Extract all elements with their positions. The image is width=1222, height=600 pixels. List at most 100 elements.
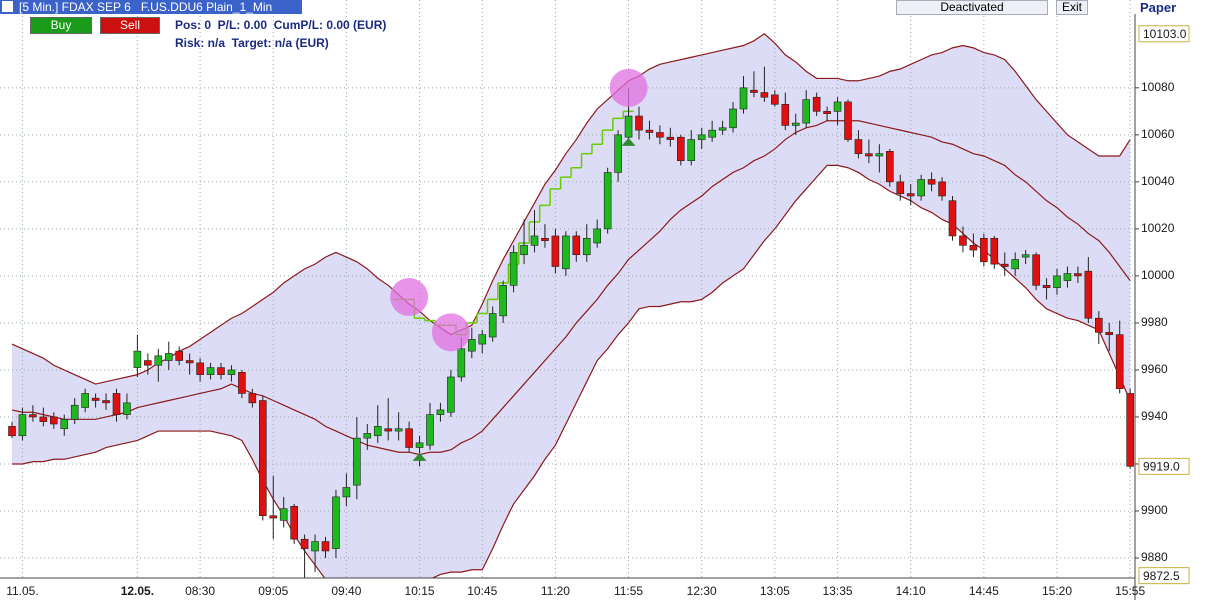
x-tick-label: 14:10 xyxy=(896,584,926,598)
candle-body xyxy=(676,136,685,162)
candle-body xyxy=(363,433,372,439)
candle-body xyxy=(1053,275,1061,288)
price-label: 10103.0 xyxy=(1143,27,1187,41)
plot xyxy=(0,0,1135,578)
candle-body xyxy=(144,360,152,366)
candle-body xyxy=(102,400,110,404)
candle-body xyxy=(938,181,946,197)
candle-body xyxy=(875,153,884,157)
candle-body xyxy=(91,397,100,401)
position: Pos: 0 P/L: 0.00 CumP/L: 0.00 (EUR) xyxy=(175,18,387,32)
candle-body xyxy=(457,348,466,378)
candle-body xyxy=(582,237,591,256)
candle-body xyxy=(927,179,936,185)
candle-body xyxy=(18,414,27,437)
x-tick-label: 15:20 xyxy=(1042,584,1072,598)
candle-body xyxy=(718,127,727,131)
candle-body xyxy=(49,416,58,425)
x-tick-label: 15:55 xyxy=(1115,584,1145,598)
candle-body xyxy=(1032,254,1040,286)
candle-body xyxy=(81,393,89,408)
candle-body xyxy=(1063,273,1072,281)
candle-body xyxy=(154,355,163,366)
candle-body xyxy=(1115,334,1124,390)
candle-body xyxy=(823,111,831,114)
account: Paper xyxy=(1140,0,1177,15)
candle-body xyxy=(1095,317,1103,333)
x-tick-label: 08:30 xyxy=(185,584,215,598)
candle-body xyxy=(833,101,842,112)
signal-marker xyxy=(431,313,470,352)
candle-body xyxy=(447,376,455,413)
candle-body xyxy=(614,134,622,173)
candle-body xyxy=(980,237,988,263)
candle-body xyxy=(499,285,507,317)
candle-body xyxy=(175,350,183,361)
exit-button[interactable]: Exit xyxy=(1056,0,1088,15)
status-button[interactable]: Deactivated xyxy=(896,0,1048,15)
candle-body xyxy=(562,235,570,270)
y-tick-label: 9880 xyxy=(1141,550,1168,564)
candle-body xyxy=(854,139,863,154)
y-tick-label: 9900 xyxy=(1141,503,1168,517)
candle-body xyxy=(8,426,16,437)
candle-body xyxy=(1084,270,1093,319)
candle-body xyxy=(750,89,758,93)
candle-body xyxy=(739,87,748,110)
y-tick-label: 10080 xyxy=(1141,80,1175,94)
signal-marker xyxy=(609,68,648,107)
candle-body xyxy=(802,99,811,124)
candle-body xyxy=(551,235,560,267)
candle-body xyxy=(258,400,267,516)
candle-body xyxy=(29,414,37,418)
candle-body xyxy=(865,153,873,157)
candle-body xyxy=(426,414,434,446)
candle-body xyxy=(248,393,257,404)
y-tick-label: 9940 xyxy=(1141,409,1168,423)
x-tick-label: 14:45 xyxy=(969,584,999,598)
signal-marker xyxy=(390,278,429,317)
axis-panel xyxy=(1135,0,1222,600)
price-label: 9919.0 xyxy=(1143,460,1180,474)
candle-body xyxy=(196,362,204,375)
title-bar: [5 Min.] FDAX SEP 6 F.US.DDU6 Plain_1_Mi… xyxy=(0,0,302,14)
candle-body xyxy=(1000,263,1009,267)
x-tick-label: 10:45 xyxy=(467,584,497,598)
candle-body xyxy=(436,409,445,415)
x-tick-label: 11.05. xyxy=(6,584,38,598)
buy-button[interactable]: Buy xyxy=(30,17,92,34)
band-upper xyxy=(11,32,1131,385)
candle-body xyxy=(572,235,581,256)
candle-body xyxy=(394,428,403,432)
x-tick-label: 09:40 xyxy=(331,584,361,598)
candle-body xyxy=(1126,393,1134,467)
candle-body xyxy=(1011,259,1020,270)
candle-body xyxy=(760,92,769,98)
candle-body xyxy=(311,541,319,552)
candle-body xyxy=(60,419,69,430)
candle-body xyxy=(666,136,675,140)
candle-body xyxy=(238,371,246,394)
candle-body xyxy=(885,151,894,183)
entry-marker xyxy=(412,452,427,461)
x-tick-label: 13:35 xyxy=(823,584,853,598)
candle-body xyxy=(405,428,413,448)
candle-body xyxy=(624,115,633,138)
candle-body xyxy=(896,181,905,194)
candle-body xyxy=(781,103,790,126)
y-tick-label: 9980 xyxy=(1141,315,1168,329)
candle-body xyxy=(844,101,852,140)
candle-body xyxy=(39,416,48,422)
candle-body xyxy=(342,487,351,498)
band-middle xyxy=(11,120,1131,456)
x-tick-label: 13:05 xyxy=(760,584,790,598)
candle-body xyxy=(415,442,424,448)
sell-button[interactable]: Sell xyxy=(100,17,160,34)
icon xyxy=(2,1,13,12)
y-tick-label: 10000 xyxy=(1141,268,1175,282)
candle-body xyxy=(990,237,999,265)
candle-body xyxy=(635,115,643,131)
price-box xyxy=(1138,457,1190,475)
candle-body xyxy=(1042,285,1051,288)
